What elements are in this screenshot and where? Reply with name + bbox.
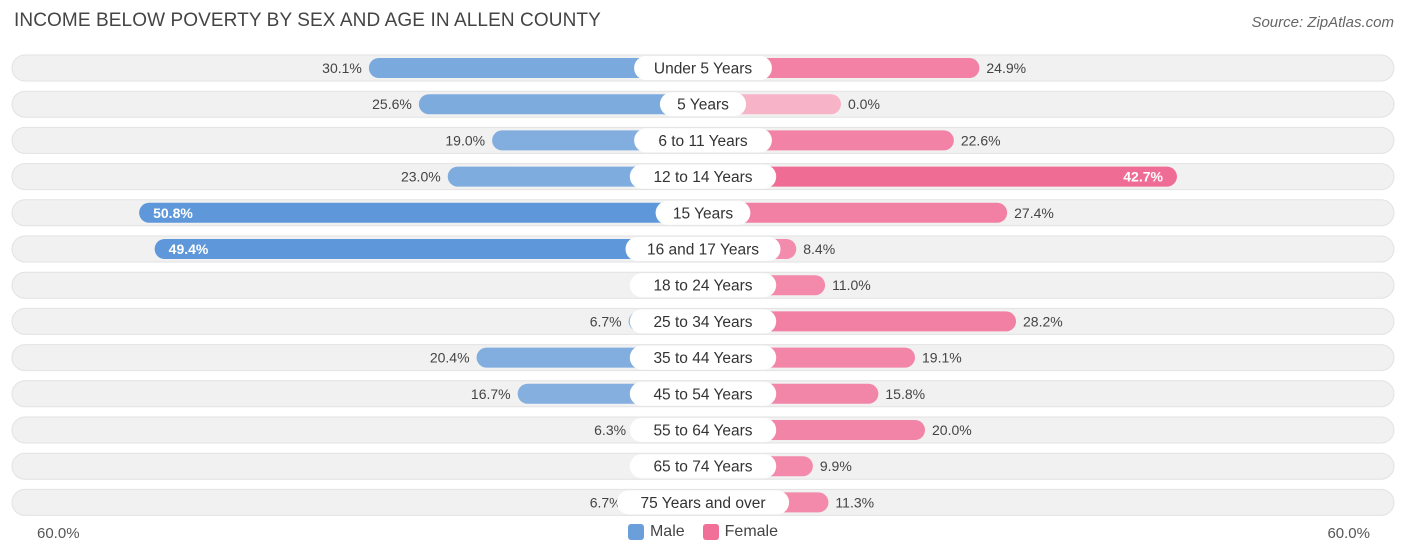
- category-pill: [629, 164, 777, 189]
- bar-female: [703, 166, 1177, 187]
- chart-row: 16.7% 15.8% 45 to 54 Years: [11, 380, 1395, 408]
- value-label-male: 20.4%: [430, 350, 470, 366]
- chart-row: 6.3% 20.0% 55 to 64 Years: [11, 416, 1395, 444]
- chart-row: 30.1% 24.9% Under 5 Years: [11, 54, 1395, 82]
- category-pill: [616, 490, 790, 515]
- category-label: 5 Years: [677, 97, 729, 114]
- category-label: 12 to 14 Years: [653, 169, 752, 186]
- category-pill: [629, 418, 777, 442]
- category-label: 18 to 24 Years: [653, 278, 752, 295]
- category-pill: [655, 200, 751, 225]
- category-pill: [629, 454, 777, 479]
- chart-row: 20.4% 19.1% 35 to 44 Years: [11, 344, 1395, 372]
- chart-row: 50.8% 27.4% 15 Years: [11, 199, 1395, 227]
- category-label: 6 to 11 Years: [658, 133, 748, 150]
- value-label-male: 6.7%: [590, 494, 622, 510]
- legend-swatch-male: [627, 524, 644, 540]
- legend-item-female: Female: [702, 523, 779, 541]
- legend-label-female: Female: [724, 523, 779, 540]
- value-label-male: 6.7%: [590, 313, 622, 329]
- value-label-female: 15.8%: [885, 386, 925, 402]
- chart-row: 25.6% 0.0% 5 Years: [11, 90, 1395, 118]
- value-label-male: 25.6%: [372, 96, 412, 112]
- legend-label-male: Male: [649, 523, 685, 540]
- chart-row: 2.8%11.0%18 to 24 Years: [11, 271, 1395, 299]
- axis-left-label: 60.0%: [37, 525, 80, 542]
- value-label-female: 20.0%: [932, 422, 972, 438]
- category-label: 65 to 74 Years: [653, 459, 752, 476]
- chart-row: 49.4% 8.4% 16 and 17 Years: [11, 235, 1395, 263]
- source-label: Source: ZipAtlas.com: [1251, 14, 1394, 31]
- value-label-male: 23.0%: [401, 169, 441, 185]
- chart-plot: 30.1% 24.9% Under 5 Years 25.6% 0.0% 5 Years 1…: [11, 54, 1395, 516]
- category-pill: [629, 345, 777, 370]
- category-pill: [629, 381, 777, 406]
- value-label-female: 11.0%: [832, 277, 871, 293]
- chart-row: 6.7% 28.2% 25 to 34 Years: [11, 307, 1395, 335]
- value-label-female: 22.6%: [961, 132, 1001, 148]
- category-label: 55 to 64 Years: [653, 423, 752, 440]
- category-pill: [634, 128, 772, 153]
- legend-item-male: Male: [627, 523, 685, 541]
- bar-male: [368, 58, 703, 78]
- chart-row: 2.6%9.9%65 to 74 Years: [11, 452, 1395, 480]
- bar-male: [418, 94, 703, 115]
- bar-male: [139, 202, 703, 223]
- value-label-female: 42.7%: [1123, 169, 1163, 185]
- value-label-female: 8.4%: [803, 241, 835, 257]
- category-label: 16 and 17 Years: [647, 242, 759, 259]
- bar-female: [703, 58, 980, 78]
- value-label-female: 27.4%: [1014, 205, 1054, 221]
- value-label-female: 24.9%: [986, 60, 1026, 76]
- category-pill: [634, 56, 772, 80]
- bar-male: [154, 239, 703, 259]
- value-label-female: 28.2%: [1023, 313, 1063, 329]
- axis-right-label: 60.0%: [1327, 525, 1370, 542]
- category-pill: [625, 237, 781, 261]
- category-label: 15 Years: [673, 205, 734, 222]
- category-label: 75 Years and over: [641, 495, 766, 512]
- chart-row: 19.0% 22.6% 6 to 11 Years: [11, 126, 1395, 154]
- value-label-female: 0.0%: [848, 96, 880, 112]
- legend: Male Female: [0, 523, 1406, 541]
- category-label: Under 5 Years: [654, 61, 752, 78]
- category-label: 45 to 54 Years: [653, 386, 752, 403]
- category-pill: [659, 92, 747, 117]
- chart-row: 6.7% 11.3% 75 Years and over: [11, 488, 1395, 516]
- value-label-male: 16.7%: [471, 386, 511, 402]
- category-pill: [629, 273, 777, 298]
- legend-swatch-female: [702, 524, 719, 540]
- chart-title: INCOME BELOW POVERTY BY SEX AND AGE IN A…: [14, 10, 601, 31]
- value-label-female: 9.9%: [820, 458, 852, 474]
- value-label-female: 19.1%: [922, 350, 962, 366]
- category-label: 25 to 34 Years: [653, 314, 752, 331]
- value-label-female: 11.3%: [835, 494, 874, 510]
- chart-row: 23.0% 42.7% 12 to 14 Years: [11, 163, 1395, 191]
- category-label: 35 to 44 Years: [653, 350, 752, 367]
- value-label-male: 19.0%: [445, 132, 485, 148]
- value-label-male: 50.8%: [153, 205, 193, 221]
- bar-female: [703, 202, 1008, 223]
- value-label-male: 30.1%: [322, 60, 362, 76]
- value-label-male: 6.3%: [594, 422, 626, 438]
- bar-female: [703, 311, 1017, 332]
- category-pill: [629, 309, 777, 334]
- value-label-male: 49.4%: [169, 241, 209, 257]
